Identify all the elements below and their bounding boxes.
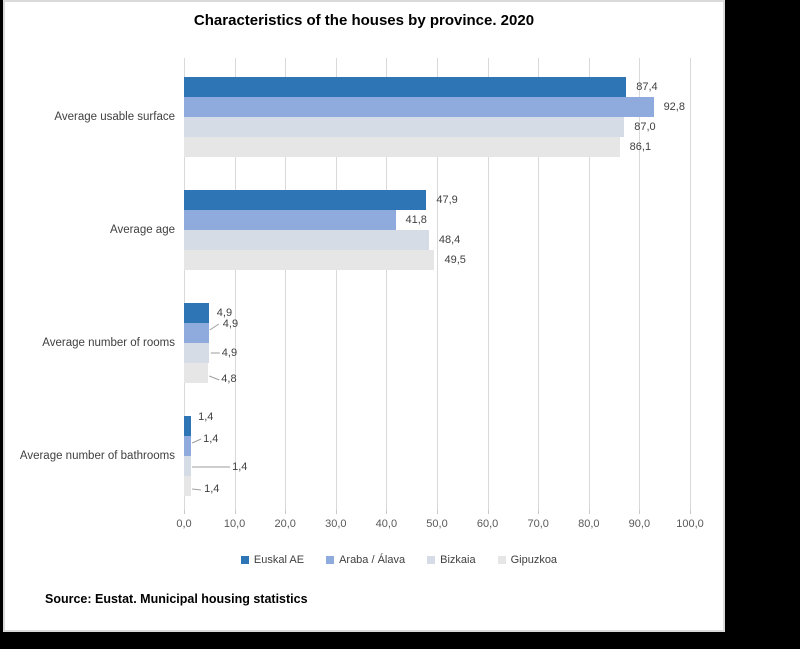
- x-tick-label: 40,0: [375, 518, 398, 530]
- x-axis-tick: [386, 510, 388, 514]
- x-axis-tick: [234, 510, 236, 514]
- category-label: Average number of bathrooms: [19, 450, 175, 462]
- value-label: 92,8: [663, 101, 685, 113]
- gridline: [538, 58, 540, 510]
- gridline: [184, 58, 185, 510]
- source-note: Source: Eustat. Municipal housing statis…: [45, 592, 308, 606]
- value-label: 4,8: [221, 373, 237, 385]
- gridline: [588, 58, 590, 510]
- gridline: [285, 58, 287, 510]
- x-axis-tick: [285, 510, 287, 514]
- legend-label: Euskal AE: [253, 554, 305, 566]
- x-tick-label: 90,0: [628, 518, 651, 530]
- legend: Euskal AE Araba / Álava Bizkaia Gipuzkoa: [40, 554, 758, 566]
- gridline: [639, 58, 641, 510]
- value-label: 41,8: [405, 214, 427, 226]
- bar-euskal-ae-cat3: [184, 416, 192, 436]
- x-tick-label: 0,0: [176, 518, 192, 530]
- x-axis-tick: [437, 510, 438, 514]
- leader-line: [209, 323, 220, 331]
- x-axis-tick: [184, 510, 185, 514]
- category-label: Average number of rooms: [42, 337, 175, 349]
- x-axis-tick: [639, 510, 641, 514]
- value-label: 4,9: [216, 307, 233, 319]
- legend-item: Euskal AE: [240, 554, 305, 566]
- x-tick-label: 20,0: [274, 518, 296, 530]
- value-label: 1,4: [203, 433, 219, 445]
- value-label: 87,4: [636, 81, 658, 93]
- x-tick-label: 80,0: [578, 518, 600, 530]
- value-label: 49,5: [444, 254, 466, 266]
- legend-item: Bizkaia: [427, 554, 476, 566]
- legend-swatch-icon: [240, 556, 249, 564]
- leader-line: [209, 375, 220, 381]
- chart-title: Characteristics of the houses by provinc…: [193, 12, 535, 29]
- category-label: Average age: [109, 224, 175, 236]
- legend-swatch-icon: [427, 556, 436, 564]
- x-tick-label: 30,0: [325, 518, 347, 530]
- bar-gipuzkoa-cat0: [184, 137, 620, 157]
- x-tick-label: 10,0: [223, 518, 246, 530]
- bar-bizkaia-cat2: [184, 343, 209, 363]
- gridline: [335, 58, 337, 510]
- bar-euskal-ae-cat0: [184, 77, 627, 97]
- value-label: 86,1: [629, 141, 652, 153]
- leader-line: [192, 488, 202, 491]
- bar-euskal-ae-cat1: [184, 190, 427, 210]
- bar-araba-lava-cat1: [184, 210, 396, 230]
- legend-label: Bizkaia: [440, 554, 476, 566]
- value-label: 1,4: [232, 461, 248, 473]
- x-tick-label: 70,0: [527, 518, 549, 530]
- x-tick-label: 50,0: [426, 518, 448, 530]
- gridline: [234, 58, 236, 510]
- legend-swatch-icon: [497, 556, 506, 564]
- legend-item: Araba / Álava: [326, 554, 405, 566]
- x-axis-tick: [487, 510, 489, 514]
- bar-bizkaia-cat3: [184, 456, 192, 476]
- value-label: 1,4: [204, 483, 220, 495]
- chart-container: Characteristics of the houses by provinc…: [3, 0, 725, 632]
- legend-item: Gipuzkoa: [497, 554, 558, 566]
- bar-euskal-ae-cat2: [184, 303, 209, 323]
- x-tick-label: 60,0: [476, 518, 499, 530]
- gridline: [487, 58, 489, 510]
- x-tick-label: 100,0: [676, 518, 704, 530]
- category-label: Average usable surface: [54, 111, 175, 123]
- bar-araba-lava-cat3: [184, 436, 192, 456]
- gridline: [690, 58, 691, 510]
- legend-label: Gipuzkoa: [510, 554, 558, 566]
- gridline: [386, 58, 388, 510]
- value-label: 48,4: [438, 234, 461, 246]
- bar-araba-lava-cat2: [184, 323, 209, 343]
- x-axis-tick: [335, 510, 337, 514]
- legend-swatch-icon: [326, 556, 335, 564]
- bar-araba-lava-cat0: [184, 97, 654, 117]
- value-label: 87,0: [634, 121, 656, 133]
- bar-gipuzkoa-cat1: [184, 250, 435, 270]
- bar-gipuzkoa-cat2: [184, 363, 209, 383]
- value-label: 4,9: [221, 347, 238, 359]
- x-axis-tick: [588, 510, 590, 514]
- value-label: 4,9: [222, 318, 239, 330]
- value-label: 47,9: [436, 194, 458, 206]
- gridline: [437, 58, 438, 510]
- bar-gipuzkoa-cat3: [184, 476, 192, 496]
- legend-label: Araba / Álava: [339, 554, 406, 566]
- x-axis-tick: [690, 510, 691, 514]
- leader-line: [191, 438, 202, 444]
- value-label: 1,4: [198, 411, 214, 423]
- bar-bizkaia-cat1: [184, 230, 429, 250]
- bar-bizkaia-cat0: [184, 117, 625, 137]
- x-axis-tick: [538, 510, 540, 514]
